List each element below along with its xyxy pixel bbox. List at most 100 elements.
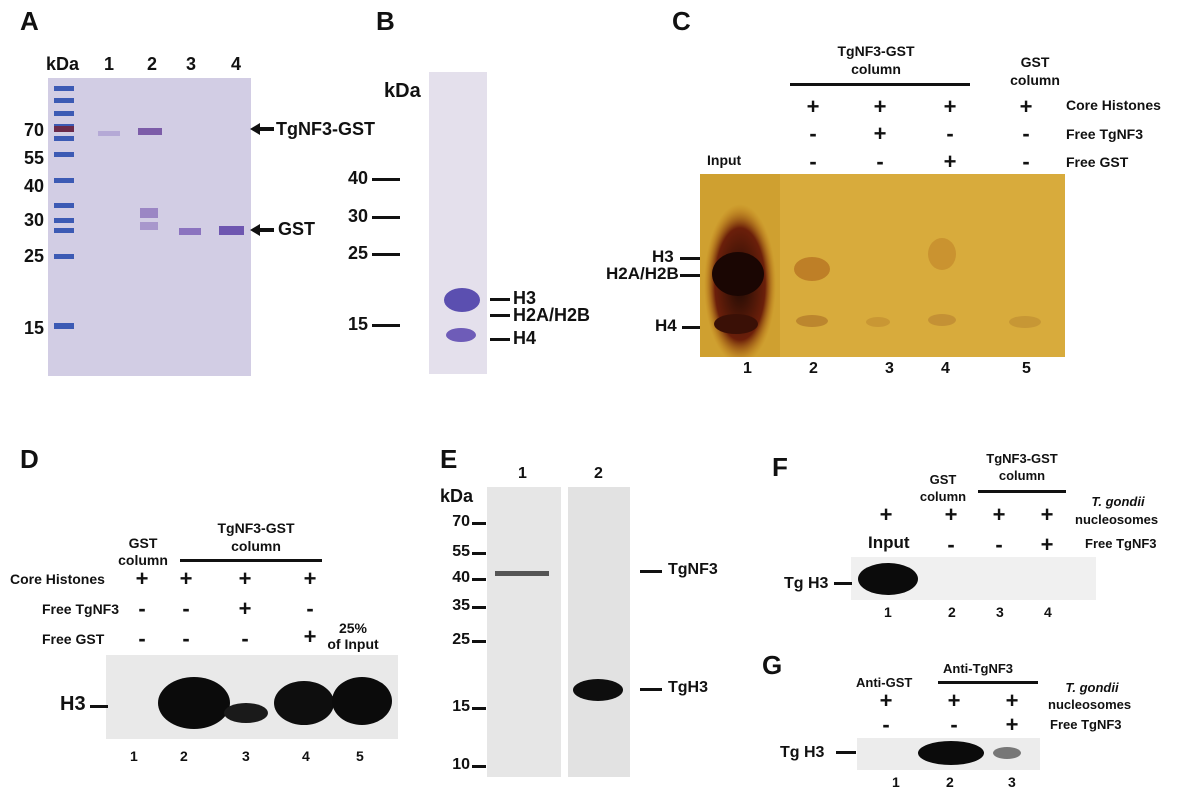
band-tick	[90, 705, 108, 708]
panel-e-marker-40: 40	[452, 569, 470, 586]
panel-e-marker-55: 55	[452, 543, 470, 560]
panel-d-input-l1: 25%	[338, 620, 368, 636]
marker-tick	[372, 178, 400, 181]
sign: -	[946, 121, 954, 146]
panel-a-lane-2: 2	[147, 54, 158, 74]
band-tick	[490, 298, 510, 301]
panel-d-lane-4: 4	[302, 748, 310, 764]
sign: +	[943, 94, 957, 119]
panel-c-column1-l1: TgNF3-GST	[837, 43, 915, 59]
panel-b-marker-30: 30	[347, 206, 368, 226]
sign: +	[1005, 712, 1019, 737]
sign: +	[992, 502, 1006, 527]
panel-e-tgh3: TgH3	[668, 679, 708, 696]
panel-a-marker-70: 70	[23, 120, 44, 140]
panel-d-column-bracket	[180, 559, 322, 562]
panel-b-kda: kDa	[384, 80, 421, 102]
panel-b-label: B	[376, 6, 395, 36]
panel-g-bracket	[938, 681, 1038, 684]
panel-c-input: Input	[707, 152, 742, 168]
panel-a-marker-55: 55	[23, 148, 44, 168]
panel-g-band: Tg H3	[780, 744, 825, 761]
panel-c-lane-1: 1	[743, 360, 752, 377]
panel-e-marker-10: 10	[452, 756, 470, 773]
panel-a-tgnf3-gst-label: TgNF3-GST	[276, 119, 375, 139]
panel-c-gel	[700, 174, 1065, 357]
sign: +	[879, 502, 893, 527]
panel-d-gel	[106, 655, 398, 739]
sign: -	[241, 626, 249, 651]
panel-a-marker-40: 40	[23, 176, 44, 196]
band-tick	[640, 688, 662, 691]
sign: -	[1022, 149, 1030, 174]
panel-f-lane-4: 4	[1044, 604, 1052, 620]
sign: -	[182, 626, 190, 651]
panel-f-band: Tg H3	[784, 575, 829, 592]
panel-e-marker-15: 15	[452, 698, 470, 715]
panel-b-h3: H3	[513, 288, 537, 308]
band-tick	[834, 582, 852, 585]
panel-f-gst-l1: GST	[929, 472, 957, 487]
marker-tick	[372, 253, 400, 256]
marker-tick	[472, 707, 486, 710]
panel-e-lane-2: 2	[594, 465, 603, 482]
panel-c-row-free-tgnf3: Free TgNF3	[1066, 126, 1144, 142]
panel-a-lane-4: 4	[231, 54, 242, 74]
panel-c-h4: H4	[655, 316, 677, 335]
panel-d-lane-1: 1	[130, 748, 138, 764]
panel-g-anti-tgnf3: Anti-TgNF3	[943, 661, 1014, 676]
panel-c-gst-l2: column	[1010, 72, 1060, 88]
panel-f-lane-1: 1	[884, 604, 892, 620]
panel-g-lane-2: 2	[946, 774, 954, 790]
panel-a-gst-label: GST	[278, 219, 316, 239]
panel-g-row1-l1: T. gondii	[1065, 680, 1119, 695]
panel-a-marker-15: 15	[23, 318, 44, 338]
panel-d-label: D	[20, 444, 39, 474]
sign: -	[138, 596, 146, 621]
band-tick	[680, 257, 700, 260]
panel-b-marker-15: 15	[347, 314, 368, 334]
sign: +	[238, 566, 252, 591]
band-tick	[682, 326, 700, 329]
panel-c-h3: H3	[652, 247, 674, 266]
panel-c-lane-3: 3	[885, 360, 894, 377]
panel-f-gst-l2: column	[919, 489, 967, 504]
sign: +	[879, 688, 893, 713]
sign: -	[882, 712, 890, 737]
sign: -	[995, 532, 1003, 557]
panel-g-row1-l2: nucleosomes	[1048, 697, 1132, 712]
panel-d-row-free-tgnf3: Free TgNF3	[42, 601, 120, 617]
marker-tick	[372, 324, 400, 327]
panel-f-label: F	[772, 452, 788, 482]
panel-a-lane-3: 3	[186, 54, 197, 74]
panel-c-label: C	[672, 6, 691, 36]
sign: +	[303, 566, 317, 591]
panel-a-lane-1: 1	[104, 54, 115, 74]
panel-a-gel	[48, 78, 251, 376]
panel-e-tgnf3: TgNF3	[668, 561, 718, 578]
sign: -	[182, 596, 190, 621]
panel-g-lane-3: 3	[1008, 774, 1016, 790]
marker-tick	[472, 522, 486, 525]
sign: -	[809, 149, 817, 174]
panel-e-marker-35: 35	[452, 597, 470, 614]
sign: +	[179, 566, 193, 591]
panel-b-h4: H4	[513, 328, 537, 348]
panel-c-gst-l1: GST	[1020, 54, 1050, 70]
panel-g-blot	[857, 738, 1040, 770]
sign: +	[1040, 532, 1054, 557]
panel-f-row1-l1: T. gondii	[1091, 494, 1145, 509]
band-tick	[680, 274, 700, 277]
panel-d-row-core-histones: Core Histones	[10, 571, 105, 587]
panel-d-tg-l1: TgNF3-GST	[217, 520, 295, 536]
panel-d-lane-3: 3	[242, 748, 250, 764]
sign: +	[303, 624, 317, 649]
panel-g-row2: Free TgNF3	[1050, 717, 1122, 732]
sign: +	[1019, 94, 1033, 119]
sign: -	[809, 121, 817, 146]
panel-g-lane-1: 1	[892, 774, 900, 790]
sign: -	[1022, 121, 1030, 146]
panel-d-gst-l1: GST	[128, 535, 158, 551]
panel-e-marker-70: 70	[452, 513, 470, 530]
panel-a-marker-30: 30	[23, 210, 44, 230]
